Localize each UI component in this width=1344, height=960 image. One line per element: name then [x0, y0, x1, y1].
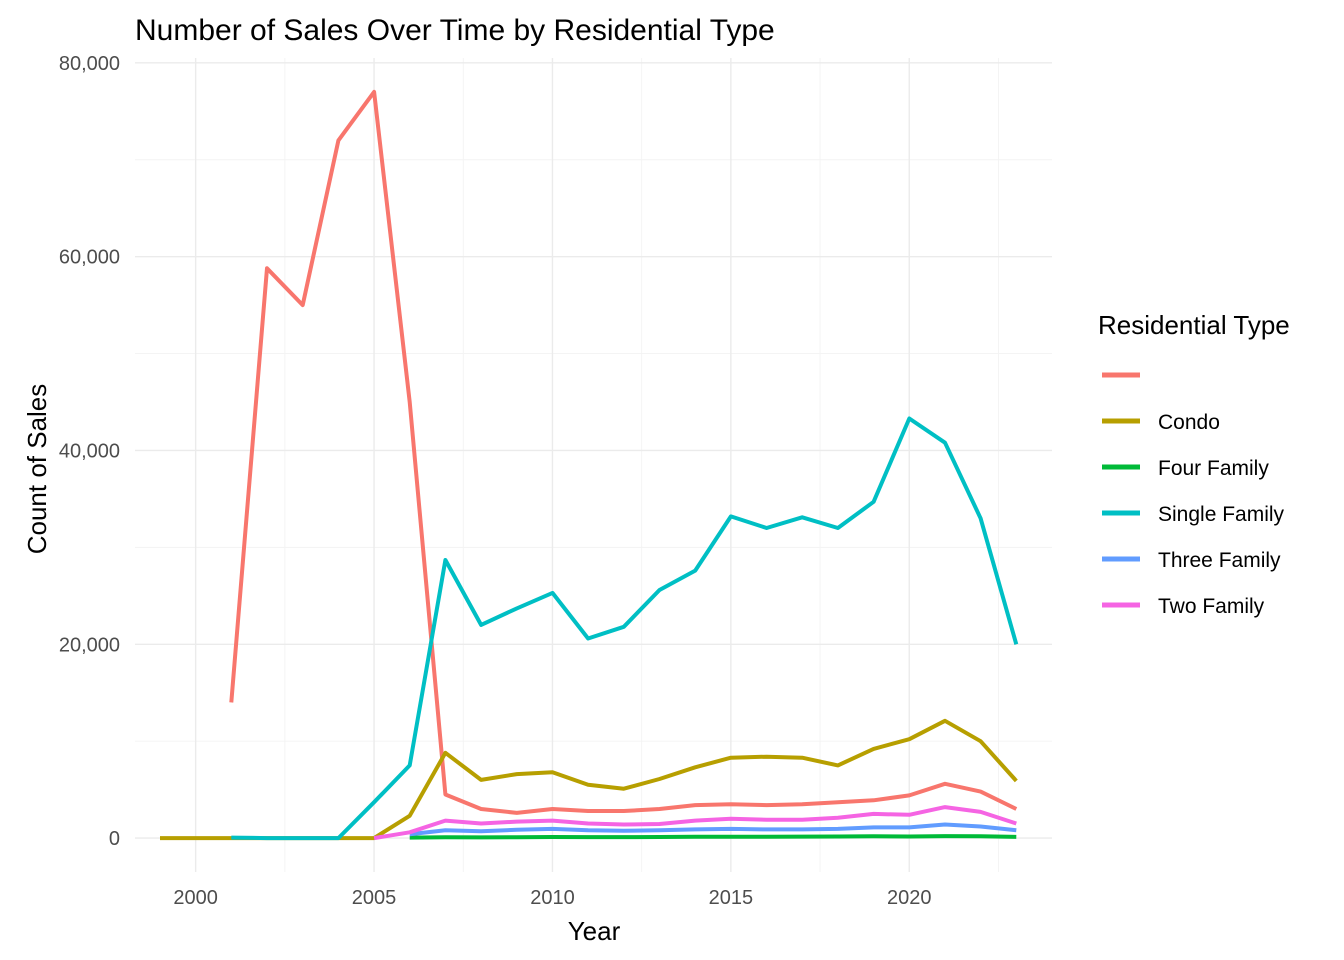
series-line-unnamed	[229, 89, 1018, 815]
legend-title: Residential Type	[1098, 310, 1290, 340]
series-lines	[160, 89, 1019, 841]
grid	[135, 58, 1052, 872]
legend-label: Single Family	[1158, 503, 1285, 526]
legend-label: Three Family	[1158, 549, 1281, 572]
series-line-condo	[160, 718, 1018, 841]
y-tick-label: 20,000	[59, 634, 120, 656]
legend: Residential Type Condo Four Family Single …	[1098, 310, 1290, 618]
x-tick-label: 2010	[530, 887, 575, 909]
y-tick-label: 0	[109, 828, 120, 850]
series-line-three-family	[409, 822, 1017, 837]
y-tick-label: 80,000	[59, 53, 120, 75]
legend-label: Two Family	[1158, 595, 1265, 618]
series-line-single-family	[231, 416, 1019, 841]
y-tick-label: 60,000	[59, 247, 120, 269]
legend-label: Condo	[1158, 411, 1220, 434]
x-tick-label: 2020	[887, 887, 932, 909]
y-tick-label: 40,000	[59, 440, 120, 462]
x-tick-label: 2005	[352, 887, 397, 909]
x-tick-label: 2000	[173, 887, 218, 909]
y-axis-title: Count of Sales	[22, 384, 52, 555]
chart-title: Number of Sales Over Time by Residential…	[135, 14, 775, 47]
legend-label: Four Family	[1158, 457, 1269, 480]
x-axis-ticks: 2000 2005 2010 2015 2020	[173, 887, 931, 909]
series-line-four-family	[409, 834, 1017, 840]
series-line-two-family	[373, 805, 1017, 841]
x-axis-title: Year	[568, 916, 621, 946]
x-tick-label: 2015	[709, 887, 754, 909]
y-axis-ticks: 0 20,000 40,000 60,000 80,000	[59, 53, 120, 850]
